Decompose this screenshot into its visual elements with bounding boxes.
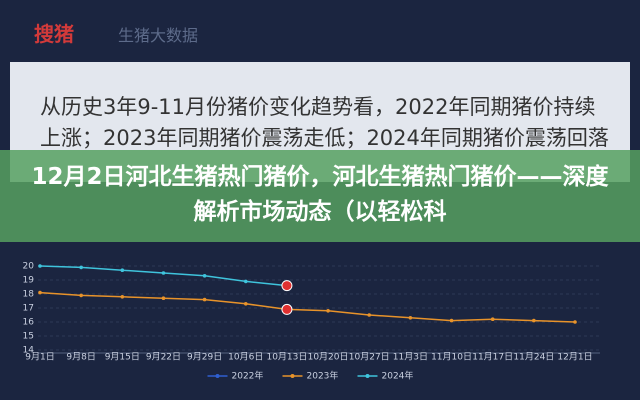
series-line	[39, 291, 576, 323]
brand: 生猪大数据	[118, 26, 199, 45]
banner-title: 12月2日河北生猪热门猪价，河北生猪热门猪价——深度解析市场动态（以轻松科	[31, 164, 609, 225]
banner	[0, 150, 640, 242]
x-tick-label: 11月17日	[472, 352, 513, 363]
x-tick-label: 12月1日	[557, 352, 592, 363]
x-tick-label: 9月29日	[187, 352, 222, 363]
y-tick-label: 20	[23, 262, 35, 272]
point	[79, 265, 83, 270]
x-tick-label: 9月22日	[146, 352, 181, 363]
point	[38, 290, 42, 295]
x-tick-label: 10月6日	[228, 352, 263, 363]
point	[408, 316, 413, 320]
y-tick-label: 14	[23, 346, 35, 356]
point	[532, 318, 536, 323]
x-tick-label: 9月15日	[105, 352, 140, 363]
x-tick-label: 9月1日	[25, 352, 54, 363]
x-tick-label: 10月20日	[308, 352, 349, 363]
legend-label: 2023年	[307, 370, 339, 382]
point	[161, 271, 166, 275]
y-tick-label: 16	[23, 318, 35, 328]
point	[120, 295, 125, 299]
point	[449, 318, 454, 323]
paragraph: 从历史3年9-11月份猪价变化趋势看，2022年同期猪价持续上涨；2023年同期…	[40, 95, 609, 150]
series-line	[39, 265, 287, 287]
y-tick-label: 15	[23, 332, 34, 342]
highlight-point	[281, 303, 293, 315]
x-tick-label: 11月24日	[513, 352, 554, 363]
legend-dot	[290, 374, 295, 378]
x-tick-label: 9月8日	[66, 352, 95, 363]
logo: 搜猪	[34, 22, 74, 46]
point	[573, 320, 577, 324]
point	[202, 274, 207, 278]
legend-dot	[365, 374, 370, 378]
point	[490, 317, 495, 322]
legend-label: 2024年	[382, 370, 414, 382]
point	[38, 264, 42, 268]
x-tick-label: 11月3日	[393, 352, 428, 363]
legend-label: 2022年	[232, 370, 264, 382]
point	[326, 309, 330, 313]
highlight-point	[281, 280, 293, 292]
x-tick-label: 10月27日	[349, 352, 390, 363]
point	[243, 302, 248, 306]
legend-dot	[215, 374, 220, 378]
x-tick-label: 10月13日	[266, 352, 307, 363]
y-tick-label: 18	[23, 290, 35, 300]
point	[202, 297, 207, 302]
x-tick-label: 11月10日	[431, 352, 472, 363]
point	[367, 313, 372, 317]
y-tick-label: 17	[23, 304, 34, 314]
point	[161, 296, 166, 301]
point	[120, 268, 125, 273]
y-tick-label: 19	[23, 276, 35, 286]
point	[243, 279, 248, 284]
point	[79, 293, 83, 298]
